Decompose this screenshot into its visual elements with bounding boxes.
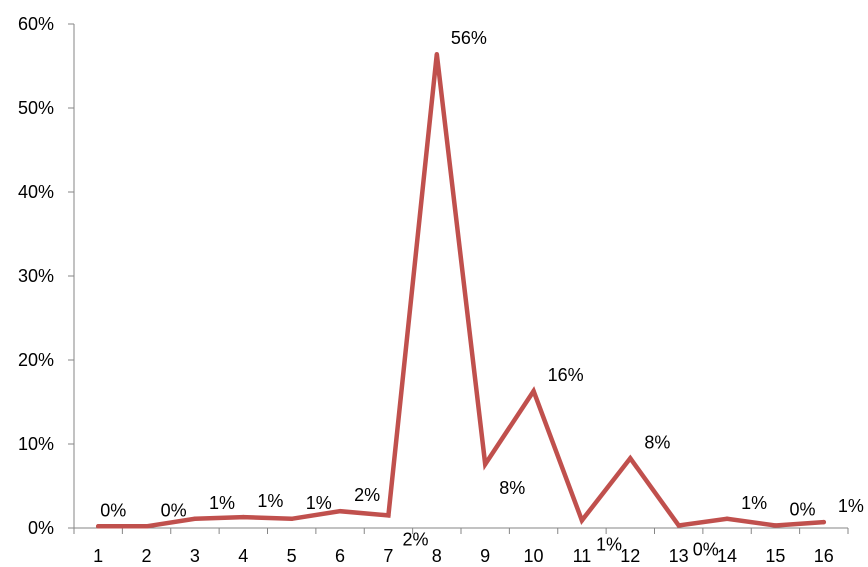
x-tick-label: 10: [524, 546, 544, 566]
data-label: 0%: [693, 539, 719, 559]
data-label: 2%: [354, 485, 380, 505]
data-point: [482, 461, 488, 467]
data-point: [337, 509, 343, 514]
y-tick-label: 40%: [18, 182, 54, 202]
y-tick-label: 60%: [18, 14, 54, 34]
data-label: 1%: [741, 493, 767, 513]
data-point: [724, 516, 730, 521]
data-labels: 0% 0% 1% 1% 1% 2% 2% 56% 8% 16% 1% 8% 0% 1% 0% 1%: [100, 28, 864, 559]
data-point: [531, 388, 536, 394]
data-point: [144, 524, 149, 529]
data-label: 0%: [100, 500, 126, 520]
x-tick-label: 6: [335, 546, 345, 566]
data-label: 2%: [402, 529, 428, 549]
y-tick-label: 30%: [18, 266, 54, 286]
data-point: [241, 514, 246, 520]
data-point: [95, 524, 101, 529]
x-tick-label: 9: [480, 546, 490, 566]
x-tick-label: 8: [432, 546, 442, 566]
y-tick-label: 50%: [18, 98, 54, 118]
data-point: [773, 523, 778, 528]
x-tick-label: 2: [142, 546, 152, 566]
data-label: 1%: [838, 496, 864, 516]
data-point: [289, 516, 294, 521]
x-tick-label: 7: [383, 546, 393, 566]
series-line: [95, 53, 827, 529]
data-point: [386, 513, 391, 518]
y-tick-label: 20%: [18, 350, 54, 370]
series-line-group: [95, 52, 827, 529]
x-tick-label: 13: [669, 546, 689, 566]
x-tick-label: 4: [238, 546, 248, 566]
data-point: [192, 516, 198, 521]
data-point: [628, 456, 633, 461]
data-label: 0%: [161, 500, 187, 520]
y-tick-label: 10%: [18, 434, 54, 454]
x-tick-label: 15: [765, 546, 785, 566]
x-tick-label: 14: [717, 546, 737, 566]
x-tick-label: 1: [93, 546, 103, 566]
data-label: 1%: [257, 491, 283, 511]
x-axis-ticks: 1 2 3 4 5 6 7 8 9 10 11 12 13 14 15 16: [73, 528, 849, 566]
data-label: 56%: [451, 28, 487, 48]
data-label: 8%: [644, 432, 670, 452]
x-tick-label: 5: [287, 546, 297, 566]
data-label: 1%: [209, 493, 235, 513]
data-point: [821, 519, 827, 525]
data-point: [579, 518, 585, 523]
x-tick-label: 16: [814, 546, 834, 566]
y-axis-ticks: 0% 10% 20% 30% 40% 50% 60%: [18, 14, 74, 538]
data-label: 0%: [789, 499, 815, 519]
data-label: 1%: [596, 534, 622, 554]
data-label: 1%: [306, 493, 332, 513]
y-tick-label: 0%: [28, 518, 54, 538]
data-label: 16%: [548, 365, 584, 385]
x-tick-label: 12: [620, 546, 640, 566]
data-point: [676, 523, 681, 528]
x-tick-label: 3: [190, 546, 200, 566]
x-tick-label: 11: [573, 546, 592, 566]
data-point: [434, 52, 440, 57]
data-label: 8%: [499, 478, 525, 498]
